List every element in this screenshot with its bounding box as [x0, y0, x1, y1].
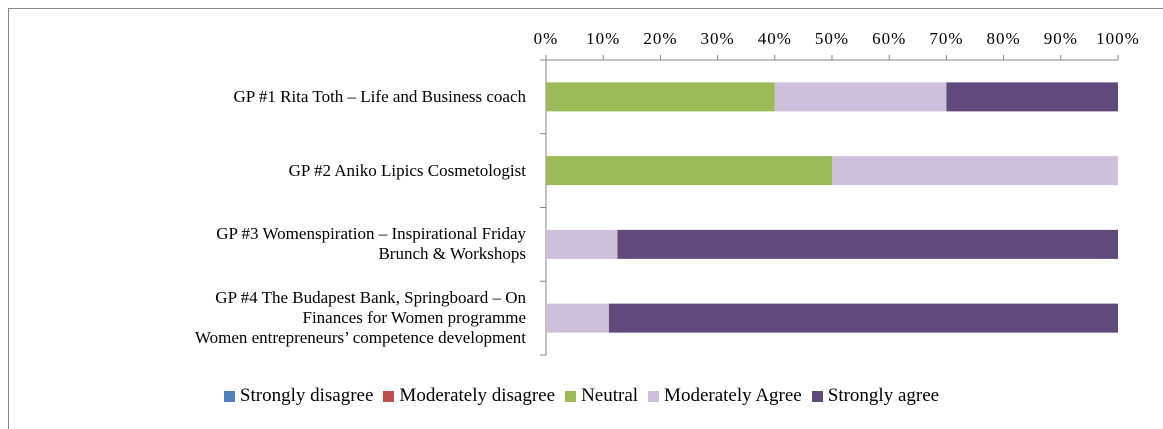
chart-frame	[8, 8, 1163, 429]
bar-segment	[546, 82, 775, 112]
x-tick-label: 50%	[815, 29, 849, 48]
x-tick-label: 30%	[701, 29, 735, 48]
category-label: GP #1 Rita Toth – Life and Business coac…	[233, 86, 527, 106]
bar-segment	[546, 303, 609, 333]
bar-segment	[546, 229, 618, 259]
legend-item: Strongly agree	[811, 385, 940, 407]
x-tick-label: 100%	[1096, 29, 1140, 48]
legend-item: Neutral	[565, 385, 638, 407]
legend-item: Moderately disagree	[383, 385, 555, 407]
category-label: GP #2 Aniko Lipics Cosmetologist	[288, 160, 526, 180]
x-tick-label: 70%	[929, 29, 963, 48]
legend-item: Strongly disagree	[223, 385, 374, 407]
x-tick-label: 10%	[586, 29, 620, 48]
x-tick-label: 80%	[987, 29, 1021, 48]
legend-label: Moderately disagree	[399, 385, 556, 406]
legend-label: Strongly agree	[827, 385, 940, 406]
bar-segment	[617, 229, 1118, 259]
bar-segment	[946, 82, 1118, 112]
x-tick-label: 20%	[643, 29, 677, 48]
legend-label: Moderately Agree	[664, 385, 802, 406]
x-tick-label: 90%	[1044, 29, 1078, 48]
legend-label: Neutral	[581, 385, 639, 406]
legend-swatch	[648, 390, 660, 402]
legend-label: Strongly disagree	[239, 385, 374, 406]
category-label: GP #4 The Budapest Bank, Springboard – O…	[194, 288, 526, 348]
bar-segment	[774, 82, 947, 112]
bar-segment	[546, 156, 832, 186]
legend-item: Moderately Agree	[648, 385, 802, 407]
legend-swatch	[223, 390, 235, 402]
x-tick-label: 60%	[872, 29, 906, 48]
x-tick-label: 0%	[534, 29, 559, 48]
legend: Strongly disagree Moderately disagree Neut…	[0, 385, 1163, 407]
legend-swatch	[383, 390, 395, 402]
x-tick-label: 40%	[758, 29, 792, 48]
bar-segment	[608, 303, 1118, 333]
legend-swatch	[565, 390, 577, 402]
category-label: GP #3 Womenspiration – Inspirational Fri…	[216, 224, 526, 264]
bar-segment	[832, 156, 1118, 186]
legend-swatch	[811, 390, 823, 402]
